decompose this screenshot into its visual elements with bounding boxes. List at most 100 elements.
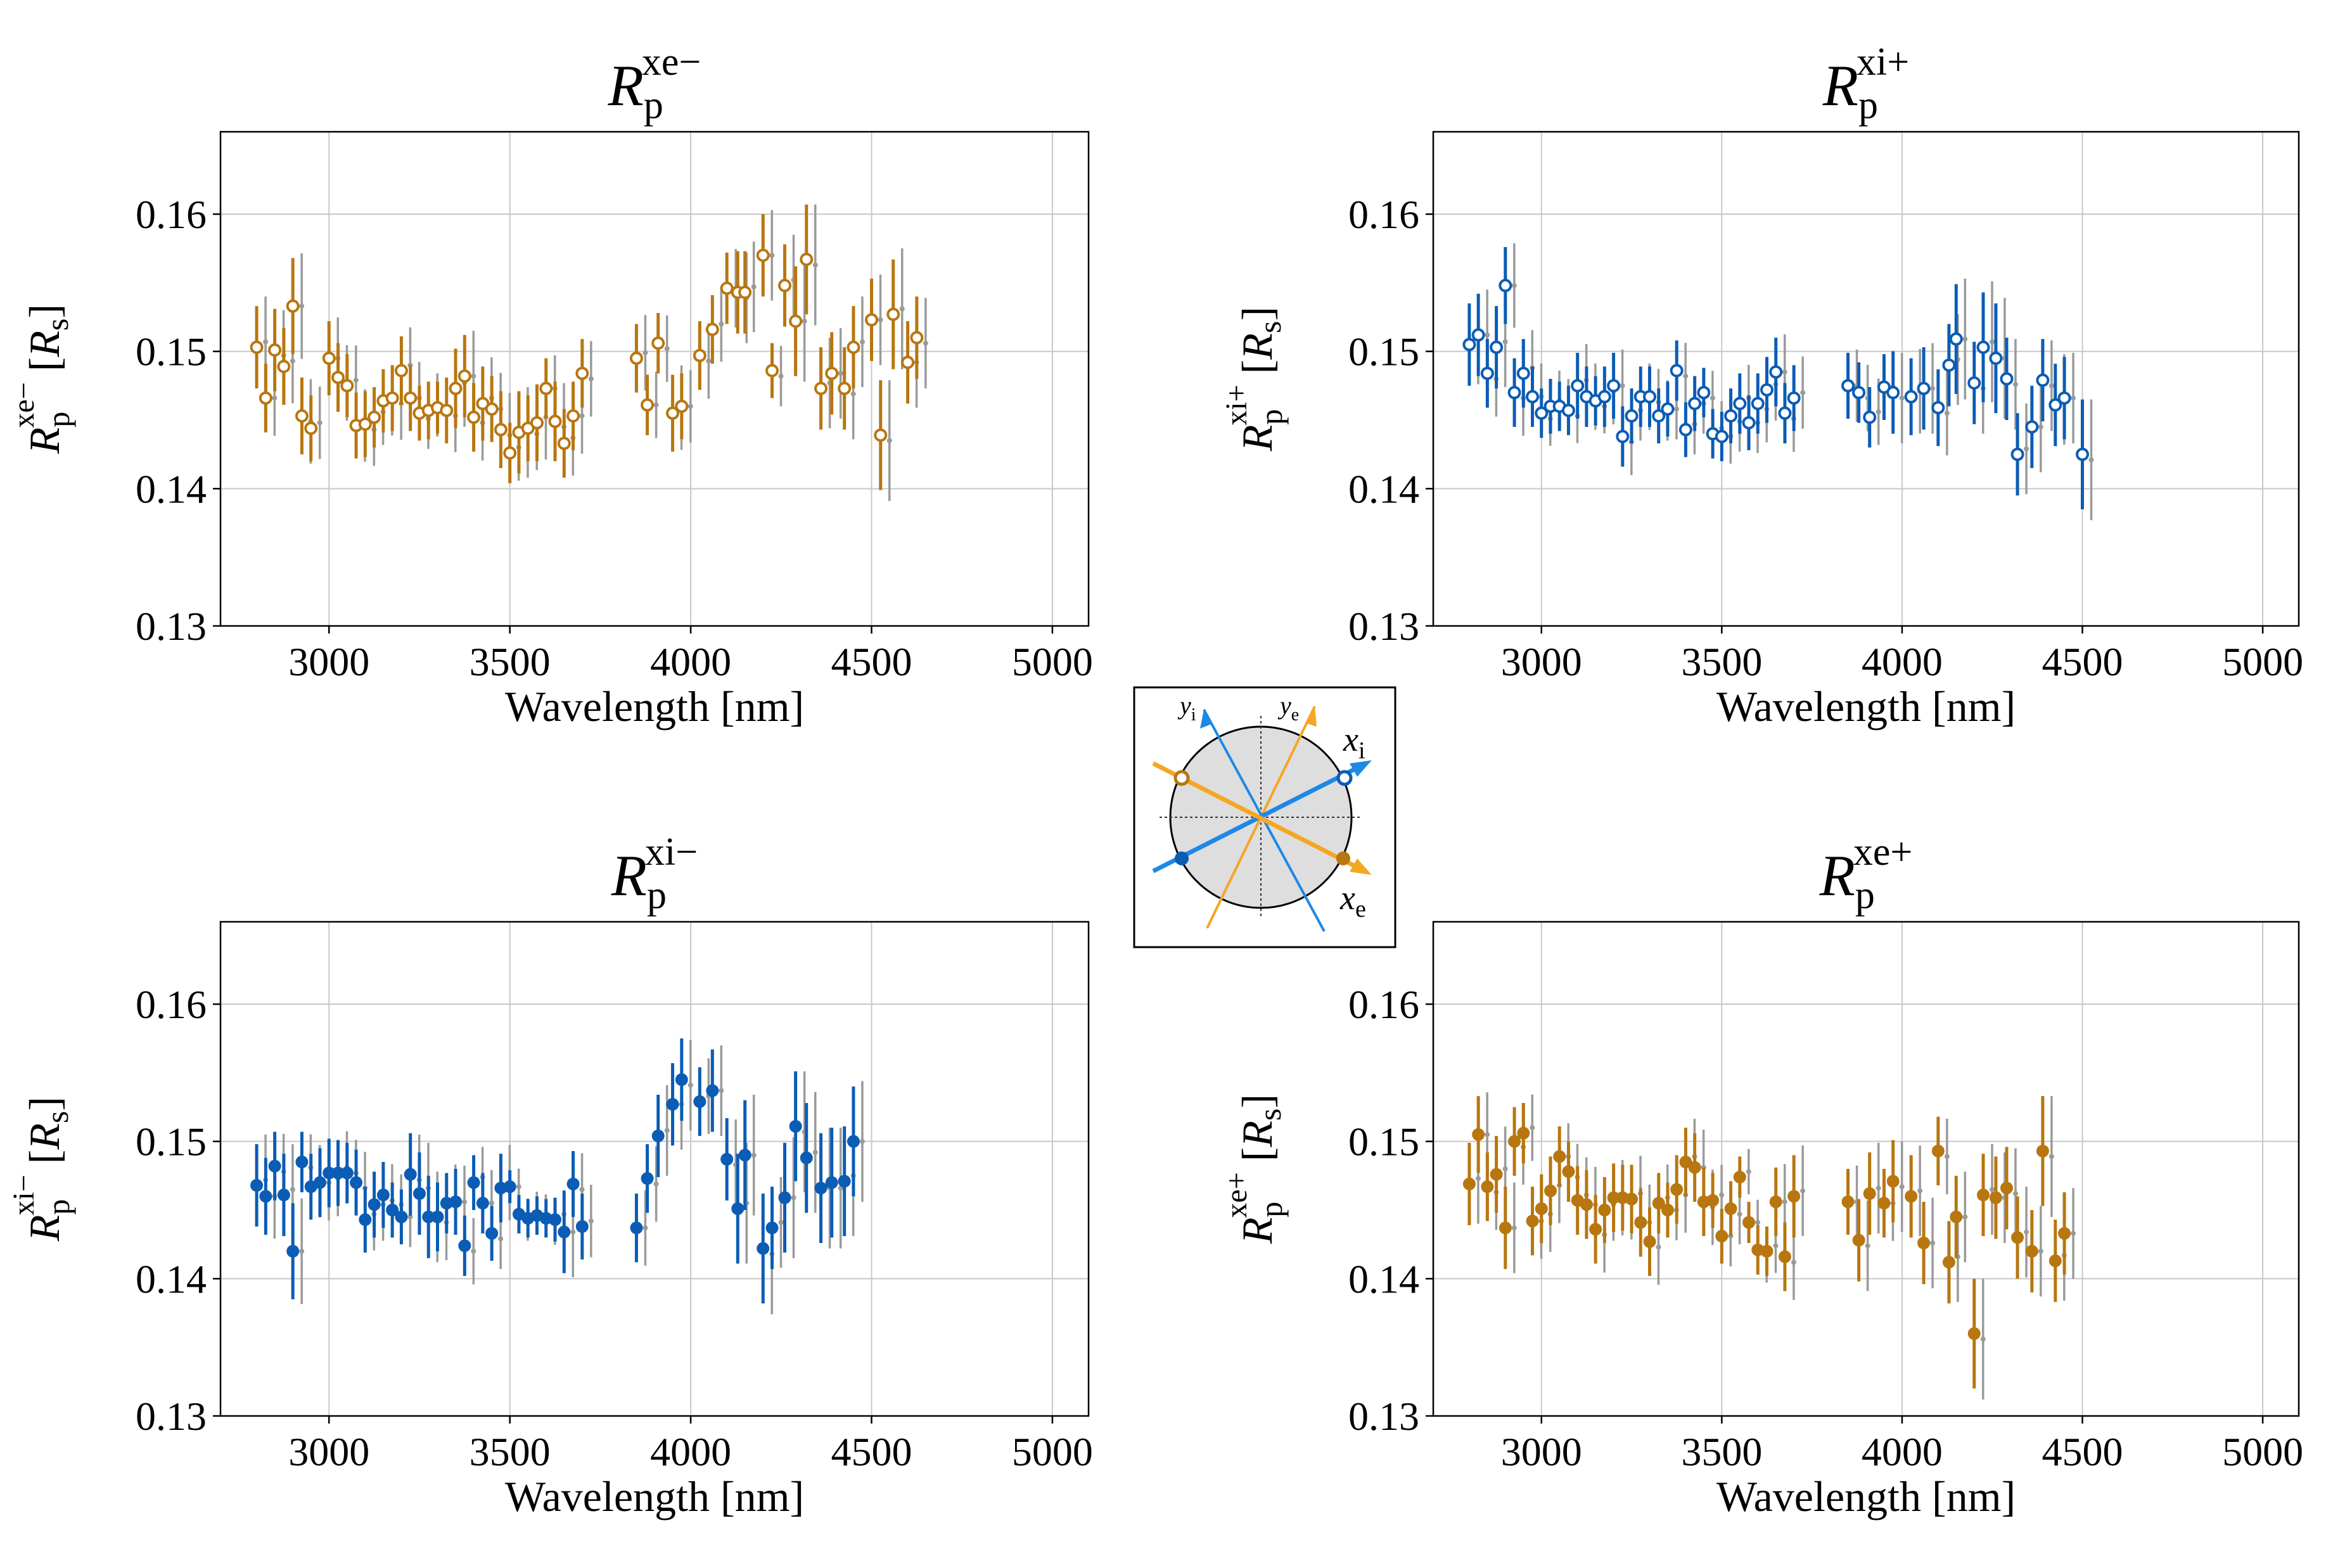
- data-point: [1643, 390, 1656, 404]
- data-point: [331, 371, 345, 385]
- data-point: [1607, 1191, 1620, 1204]
- title-sub: p: [647, 874, 667, 917]
- data-point: [494, 423, 508, 437]
- comparison-point: [1746, 1169, 1751, 1175]
- ye-label: ye: [1277, 691, 1299, 725]
- data-point: [2036, 1144, 2049, 1157]
- data-point: [1724, 1202, 1737, 1215]
- data-point: [1760, 1245, 1774, 1258]
- x-tick-label: 5000: [1012, 639, 1093, 684]
- comparison-point: [1876, 409, 1881, 414]
- data-point: [340, 379, 354, 393]
- comparison-point: [290, 1187, 295, 1192]
- y-tick-label: 0.14: [136, 1256, 207, 1301]
- data-point: [566, 409, 580, 423]
- data-point: [675, 1073, 688, 1087]
- data-point: [1561, 404, 1575, 417]
- y-label-sup: xe+: [1220, 1172, 1253, 1218]
- y-label-unit-open: [: [1233, 360, 1281, 385]
- data-point: [422, 1210, 435, 1223]
- y-tick-label: 0.14: [136, 466, 207, 511]
- data-point: [1526, 390, 1540, 404]
- data-point: [778, 1191, 791, 1204]
- y-tick-label: 0.13: [136, 1394, 207, 1439]
- comparison-point: [353, 378, 359, 383]
- data-point: [1688, 1161, 1701, 1174]
- comparison-point: [2071, 1230, 2076, 1236]
- y-axis-label: Rpxe− [Rs]: [7, 304, 76, 454]
- data-point: [1697, 386, 1711, 400]
- data-point: [756, 248, 770, 262]
- comparison-point: [1737, 1211, 1742, 1217]
- xe-label: xe: [1339, 879, 1366, 922]
- x-tick-label: 5000: [2222, 1429, 2303, 1474]
- x-tick-label: 5000: [2222, 639, 2303, 684]
- data-point: [2036, 373, 2050, 387]
- data-point: [800, 253, 814, 266]
- comparison-point: [2048, 1154, 2054, 1159]
- comparison-point: [2024, 1229, 2029, 1235]
- panel-title: Rpxi+: [1822, 41, 1909, 127]
- x-tick-label: 5000: [1012, 1429, 1093, 1474]
- y-label-unit-open: [: [1233, 1147, 1281, 1173]
- comparison-point: [751, 284, 757, 290]
- data-point: [250, 1179, 264, 1192]
- comparison-point: [653, 402, 659, 408]
- comparison-point: [1899, 395, 1905, 401]
- data-point: [385, 391, 399, 405]
- data-point: [1499, 1221, 1512, 1235]
- data-point: [1625, 409, 1639, 423]
- data-point: [539, 381, 553, 395]
- y-tick-label: 0.14: [1348, 466, 1419, 511]
- data-point: [386, 1204, 399, 1216]
- comparison-point: [838, 371, 843, 376]
- data-point: [1724, 409, 1738, 423]
- comparison-point: [1782, 1199, 1787, 1204]
- data-point: [825, 1176, 838, 1189]
- x-tick-label: 4000: [650, 639, 731, 684]
- y-label-unit-open: [: [20, 357, 68, 383]
- comparison-point: [588, 376, 594, 381]
- yi-label: yi: [1177, 691, 1196, 725]
- x-tick-label: 3000: [1501, 1429, 1582, 1474]
- x-tick-label: 4000: [1862, 639, 1943, 684]
- comparison-point: [1511, 283, 1517, 288]
- x-tick-label: 3000: [1501, 639, 1582, 684]
- xi-arrowhead: [1350, 760, 1372, 777]
- y-label-unit-base: R: [1233, 1121, 1281, 1148]
- data-point: [1589, 1223, 1602, 1236]
- data-point: [838, 1175, 851, 1188]
- data-point: [1949, 332, 1963, 346]
- data-point: [1571, 379, 1585, 393]
- data-point: [323, 1166, 336, 1180]
- title-sup: xe+: [1853, 831, 1912, 874]
- data-point: [1863, 411, 1877, 424]
- data-point: [1499, 279, 1512, 293]
- y-label-unit-close: ]: [20, 1097, 68, 1111]
- data-point: [1886, 386, 1900, 400]
- comparison-point: [802, 319, 807, 324]
- data-point: [259, 1190, 272, 1203]
- y-tick-label: 0.15: [1348, 329, 1419, 374]
- data-point: [304, 421, 318, 435]
- comparison-point: [664, 346, 670, 352]
- plot-frame: [219, 131, 1090, 627]
- data-point: [738, 286, 752, 299]
- comparison-point: [1673, 406, 1679, 412]
- comparison-point: [2012, 1191, 2018, 1196]
- data-point: [503, 446, 517, 460]
- data-point: [557, 437, 571, 450]
- x-tick-label: 4000: [1862, 1429, 1943, 1474]
- y-tick-label: 0.16: [136, 192, 207, 237]
- data-point: [286, 299, 300, 313]
- comparison-point: [2012, 381, 2018, 387]
- data-point: [847, 1135, 860, 1148]
- comparison-point: [1773, 1243, 1779, 1249]
- data-point: [666, 1098, 679, 1111]
- data-point: [2025, 420, 2039, 434]
- comparison-point: [579, 1187, 585, 1192]
- data-point: [630, 1221, 643, 1235]
- comparison-point: [2088, 457, 2094, 462]
- data-point: [651, 1130, 665, 1142]
